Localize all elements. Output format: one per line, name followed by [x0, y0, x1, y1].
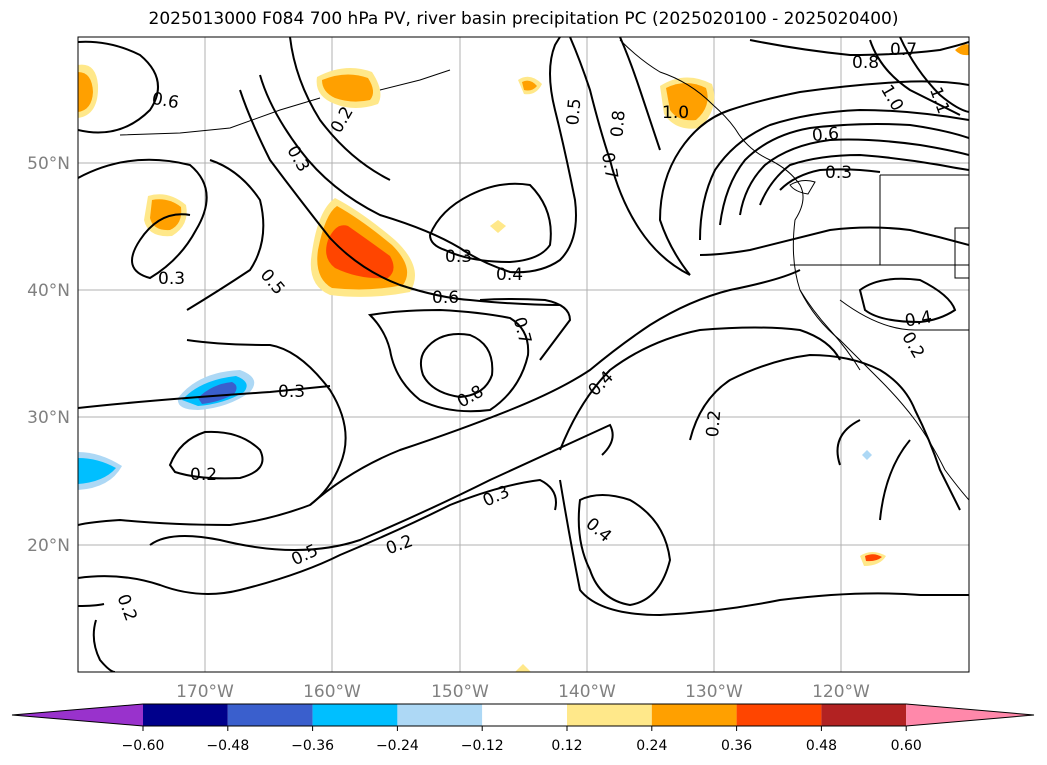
colorbar-tick-label: −0.48	[206, 738, 249, 754]
colorbar-segment	[312, 704, 398, 726]
colorbar-tick-label: −0.24	[376, 738, 419, 754]
map-frame	[77, 36, 970, 673]
lon-label: 130°W	[685, 682, 743, 702]
lat-label: 30°N	[27, 408, 70, 428]
colorbar-tick-label: 0.24	[636, 738, 667, 754]
lon-label: 140°W	[558, 682, 616, 702]
colorbar-tick-label: −0.36	[291, 738, 334, 754]
contour-label: 0.2	[703, 409, 725, 438]
lon-label: 150°W	[431, 682, 489, 702]
colorbar-tick-label: 0.12	[551, 738, 582, 754]
contour-label: 0.5	[563, 97, 585, 126]
colorbar-segment	[482, 704, 567, 726]
colorbar-tick-label: −0.12	[461, 738, 504, 754]
lon-label: 160°W	[303, 682, 361, 702]
lat-label: 50°N	[27, 154, 70, 174]
coastlines	[119, 39, 969, 501]
pv-contours	[78, 37, 969, 672]
colorbar-segments	[11, 703, 1035, 727]
precipitation-shading	[78, 44, 969, 672]
contour-label: 0.3	[278, 382, 305, 402]
longitude-labels: 170°W 160°W 150°W 140°W 130°W 120°W	[176, 682, 870, 702]
colorbar-ticks: −0.60 −0.48 −0.36 −0.24 −0.12 0.12 0.24 0.36 0.4…	[122, 726, 922, 754]
colorbar-extend-min	[12, 704, 143, 726]
contour-label: 1.0	[662, 103, 689, 123]
colorbar-segment	[397, 704, 483, 726]
contour-label: 0.6	[811, 124, 840, 146]
contour-label: 0.2	[190, 465, 217, 485]
latitude-labels: 50°N 40°N 30°N 20°N	[27, 154, 70, 556]
contour-label: 0.6	[150, 89, 180, 113]
contour-label: 0.3	[825, 163, 852, 183]
colorbar-segment	[651, 704, 737, 726]
colorbar-segment	[736, 704, 822, 726]
contour-label: 0.7	[597, 151, 621, 181]
contour-label: 0.4	[496, 265, 523, 285]
contour-label: 0.3	[445, 247, 472, 267]
colorbar-tick-label: 0.48	[806, 738, 837, 754]
colorbar-segment	[143, 704, 228, 726]
lon-label: 120°W	[812, 682, 870, 702]
contour-label: 0.4	[903, 307, 933, 331]
lon-label: 170°W	[176, 682, 234, 702]
colorbar-tick-label: 0.36	[721, 738, 752, 754]
contour-label: 0.7	[890, 40, 917, 60]
lat-label: 40°N	[27, 281, 70, 301]
contour-label: 0.3	[158, 269, 185, 289]
colorbar-segment	[821, 704, 907, 726]
colorbar-tick-label: 0.60	[891, 738, 922, 754]
lat-label: 20°N	[27, 536, 70, 556]
colorbar: −0.60 −0.48 −0.36 −0.24 −0.12 0.12 0.24 0.36 0.4…	[11, 703, 1035, 754]
colorbar-tick-label: −0.60	[122, 738, 165, 754]
contour-label: 0.6	[432, 288, 459, 308]
graticule	[78, 37, 969, 672]
colorbar-extend-max	[906, 704, 1034, 726]
figure-title: 2025013000 F084 700 hPa PV, river basin …	[148, 9, 899, 29]
contour-label: 0.8	[852, 53, 879, 73]
contour-label: 0.8	[607, 109, 629, 138]
colorbar-segment	[567, 704, 652, 726]
colorbar-segment	[227, 704, 313, 726]
